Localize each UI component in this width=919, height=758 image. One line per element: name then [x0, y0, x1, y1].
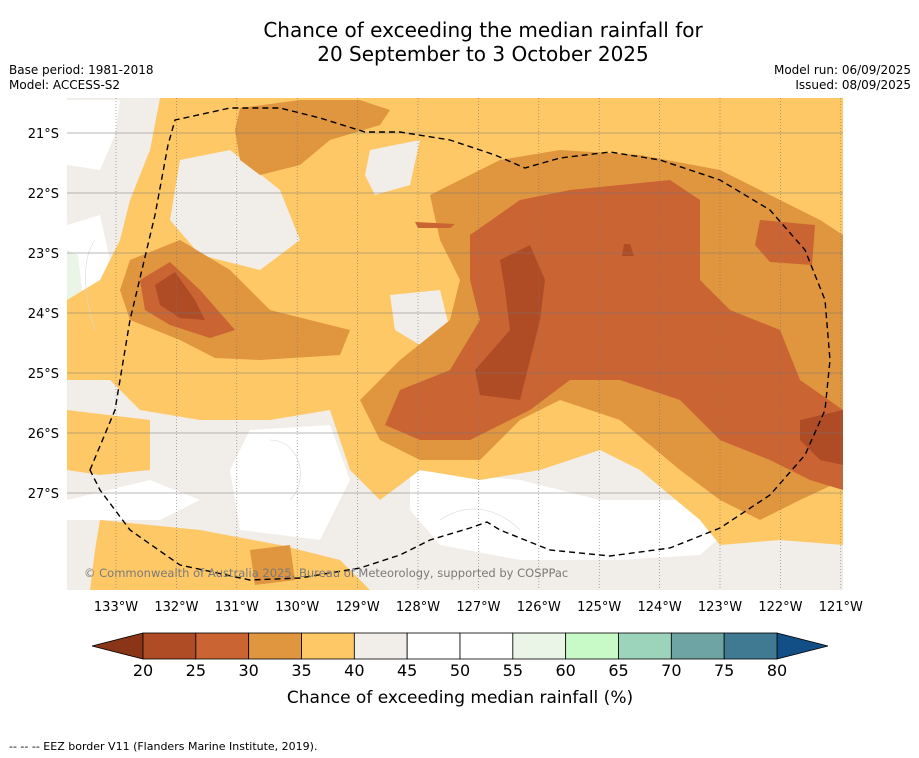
- colorbar-box: [195, 632, 250, 660]
- eez-footnote: -- -- -- EEZ border V11 (Flanders Marine…: [9, 740, 318, 753]
- lat-label: 26°S: [28, 427, 59, 442]
- colorbar-box: [142, 632, 197, 660]
- colorbar-ticks: 20 25 30 35 40 45 50 55 60 65 70 75 80: [133, 661, 787, 680]
- colorbar-under-arrow: [91, 632, 144, 660]
- meta-left: Base period: 1981-2018 Model: ACCESS-S2: [9, 63, 154, 93]
- faint-contour: [85, 239, 521, 531]
- field-white-s: [230, 425, 350, 540]
- field-20-se: [800, 410, 843, 465]
- field-20-core: [475, 245, 545, 400]
- field-40-hole-a: [365, 140, 420, 195]
- model-run: Model run: 06/09/2025: [773, 63, 911, 77]
- field-white-sc: [410, 470, 760, 560]
- map-field: © Commonwealth of Australia 2025, Bureau…: [67, 98, 843, 590]
- map-title: Chance of exceeding the median rainfall …: [0, 18, 919, 66]
- field-30-s: [250, 545, 295, 585]
- colorbar-tick-label: 40: [344, 661, 364, 680]
- colorbar-tick-label: 30: [238, 661, 258, 680]
- colorbar-box: [565, 632, 619, 660]
- field-30-nw: [235, 100, 390, 175]
- field-20-w: [155, 272, 205, 320]
- lon-label: 133°W: [94, 600, 138, 615]
- latitude-labels: 21°S 22°S 23°S 24°S 25°S 26°S 27°S: [28, 127, 59, 502]
- colorbar-tick-label: 65: [608, 661, 628, 680]
- lon-label: 126°W: [517, 600, 561, 615]
- colorbar-box: [248, 632, 302, 660]
- colorbar-box: [406, 632, 461, 660]
- lat-label: 25°S: [28, 367, 59, 382]
- lat-label: 27°S: [28, 487, 59, 502]
- field-40-hole-b: [390, 290, 450, 345]
- lat-label: 21°S: [28, 127, 59, 142]
- lat-label: 24°S: [28, 307, 59, 322]
- colorbar-tick-label: 60: [555, 661, 575, 680]
- colorbar: 20 25 30 35 40 45 50 55 60 65 70 75 80 Chance of exc…: [91, 632, 829, 708]
- colorbar-box: [301, 632, 355, 660]
- colorbar-box: [512, 632, 567, 660]
- meta-right: Model run: 06/09/2025 Issued: 08/09/2025: [774, 63, 911, 93]
- lon-label: 127°W: [456, 600, 500, 615]
- field-40-hole-c: [170, 150, 300, 270]
- lon-label: 132°W: [154, 600, 198, 615]
- lon-label: 123°W: [698, 600, 742, 615]
- graticule: [67, 98, 843, 590]
- lon-label: 122°W: [758, 600, 802, 615]
- lat-label: 22°S: [28, 187, 59, 202]
- field-25-ne: [755, 220, 815, 265]
- lon-label: 124°W: [638, 600, 682, 615]
- colorbar-tick-label: 20: [133, 661, 153, 680]
- colorbar-box: [723, 632, 778, 660]
- colorbar-over-arrow: [776, 632, 829, 660]
- colorbar-box: [459, 632, 514, 660]
- colorbar-tick-label: 70: [661, 661, 681, 680]
- colorbar-tick-label: 80: [767, 661, 787, 680]
- model-name: Model: ACCESS-S2: [9, 78, 121, 92]
- colorbar-box: [353, 632, 408, 660]
- field-35-s: [90, 520, 370, 590]
- field-25-east: [385, 180, 843, 490]
- longitude-labels: 133°W 132°W 131°W 130°W 129°W 128°W 127°W 126°W…: [94, 600, 863, 615]
- colorbar-tick-label: 25: [186, 661, 206, 680]
- title-line-2: 20 September to 3 October 2025: [317, 42, 649, 66]
- lon-label: 131°W: [215, 600, 259, 615]
- colorbar-boxes: [142, 632, 778, 660]
- colorbar-tick-label: 50: [450, 661, 470, 680]
- colorbar-tick-label: 75: [714, 661, 734, 680]
- base-period: Base period: 1981-2018: [9, 63, 154, 77]
- lon-label: 129°W: [336, 600, 380, 615]
- field-25-bar: [415, 222, 455, 228]
- lon-label: 128°W: [396, 600, 440, 615]
- colorbar-box: [670, 632, 725, 660]
- colorbar-title: Chance of exceeding median rainfall (%): [287, 688, 633, 708]
- lat-label: 23°S: [28, 247, 59, 262]
- issued-date: Issued: 08/09/2025: [795, 78, 911, 92]
- field-white-sw: [67, 480, 200, 520]
- field-35-sw: [67, 410, 150, 475]
- lon-label: 125°W: [577, 600, 621, 615]
- eez-border: [89, 107, 831, 581]
- colorbar-tick-label: 45: [397, 661, 417, 680]
- colorbar-tick-label: 35: [291, 661, 311, 680]
- field-white-nw: [67, 100, 120, 170]
- lon-label: 130°W: [275, 600, 319, 615]
- colorbar-tick-label: 55: [503, 661, 523, 680]
- title-line-1: Chance of exceeding the median rainfall …: [263, 18, 703, 42]
- copyright-notice: © Commonwealth of Australia 2025, Bureau…: [84, 566, 568, 580]
- colorbar-box: [618, 632, 672, 660]
- lon-label: 121°W: [819, 600, 863, 615]
